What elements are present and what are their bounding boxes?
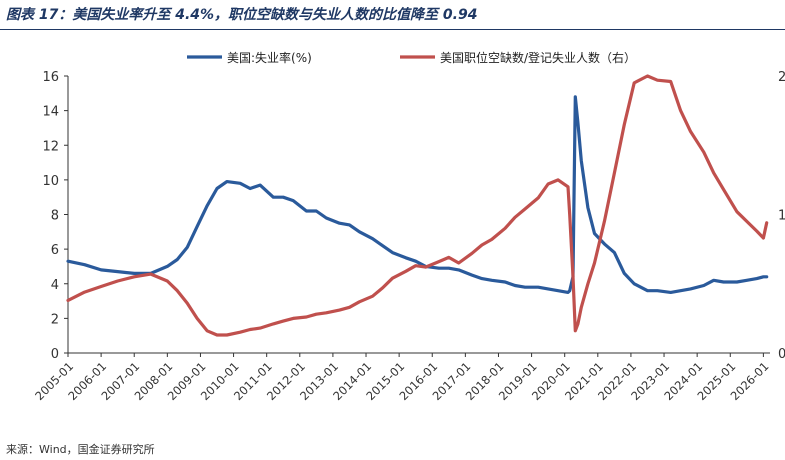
legend-unemployment-rate-label: 美国:失业率(%) xyxy=(227,50,312,65)
y-left-tick-label: 12 xyxy=(42,139,59,154)
y-left-tick-label: 4 xyxy=(51,278,59,293)
series-lines xyxy=(66,74,769,337)
y-left-tick-label: 8 xyxy=(51,209,59,224)
y-right-tick-label: 2 xyxy=(778,70,785,85)
chart-title: 图表 17：美国失业率升至 4.4%，职位空缺数与失业人数的比值降至 0.94 xyxy=(6,7,478,23)
legend-openings-ratio-label: 美国职位空缺数/登记失业人数（右） xyxy=(440,50,636,65)
y-left-tick-label: 14 xyxy=(42,105,59,120)
axes: 02468101214160122005-012006-012007-01200… xyxy=(32,70,785,403)
y-left-tick-label: 16 xyxy=(42,70,59,85)
y-left-tick-label: 0 xyxy=(51,347,59,362)
y-left-tick-label: 6 xyxy=(51,243,59,258)
y-left-tick-label: 2 xyxy=(51,312,59,327)
y-right-tick-label: 1 xyxy=(778,209,785,224)
chart-canvas: 02468101214160122005-012006-012007-01200… xyxy=(32,50,785,403)
legend: 美国:失业率(%) 美国职位空缺数/登记失业人数（右） xyxy=(187,50,636,65)
unemployment-rate-line xyxy=(66,95,769,294)
source-note: 来源：Wind，国金证券研究所 xyxy=(6,443,155,456)
openings-unemployed-ratio-line xyxy=(66,74,769,337)
title-divider xyxy=(0,29,785,30)
y-left-tick-label: 10 xyxy=(42,174,59,189)
y-right-tick-label: 0 xyxy=(778,347,785,362)
